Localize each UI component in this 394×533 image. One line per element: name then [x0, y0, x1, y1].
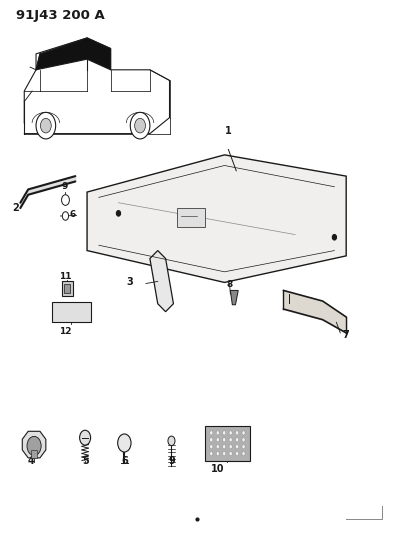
Text: 12: 12	[59, 327, 72, 336]
Circle shape	[236, 451, 239, 456]
Circle shape	[216, 431, 219, 435]
Circle shape	[61, 195, 69, 205]
Polygon shape	[230, 290, 238, 305]
Circle shape	[210, 431, 213, 435]
Circle shape	[229, 438, 232, 442]
Circle shape	[242, 431, 245, 435]
Text: 10: 10	[211, 464, 225, 474]
Text: 9: 9	[61, 182, 68, 191]
Circle shape	[62, 212, 69, 220]
Circle shape	[80, 430, 91, 445]
Circle shape	[216, 451, 219, 456]
Text: 7: 7	[342, 330, 349, 340]
Circle shape	[36, 112, 56, 139]
Bar	[61, 281, 72, 296]
Circle shape	[41, 118, 51, 133]
Circle shape	[242, 451, 245, 456]
Bar	[52, 302, 91, 322]
Circle shape	[135, 118, 145, 133]
Circle shape	[210, 445, 213, 449]
Text: 8: 8	[227, 280, 233, 289]
Text: 9: 9	[168, 456, 175, 466]
Text: 3: 3	[126, 277, 133, 287]
Circle shape	[27, 437, 41, 456]
Text: 6: 6	[121, 456, 128, 466]
Bar	[31, 450, 37, 458]
Polygon shape	[22, 431, 46, 458]
Text: 11: 11	[59, 272, 71, 281]
Bar	[177, 208, 205, 227]
Circle shape	[216, 438, 219, 442]
Text: 91J43 200 A: 91J43 200 A	[17, 9, 105, 22]
Circle shape	[118, 434, 131, 452]
Circle shape	[223, 445, 226, 449]
Circle shape	[242, 445, 245, 449]
Circle shape	[236, 438, 239, 442]
Polygon shape	[87, 155, 346, 282]
Circle shape	[236, 431, 239, 435]
Circle shape	[229, 431, 232, 435]
Polygon shape	[36, 38, 111, 70]
Circle shape	[216, 445, 219, 449]
Circle shape	[242, 438, 245, 442]
Circle shape	[223, 451, 226, 456]
Text: 1: 1	[225, 126, 232, 136]
Circle shape	[168, 436, 175, 446]
Text: 4: 4	[28, 456, 34, 466]
Circle shape	[223, 438, 226, 442]
Polygon shape	[150, 251, 173, 312]
Bar	[205, 426, 250, 461]
Circle shape	[229, 445, 232, 449]
Circle shape	[130, 112, 150, 139]
Text: 5: 5	[82, 456, 89, 466]
Circle shape	[236, 445, 239, 449]
Circle shape	[117, 211, 121, 216]
Circle shape	[229, 451, 232, 456]
Circle shape	[223, 431, 226, 435]
Bar	[64, 284, 70, 293]
Text: 2: 2	[13, 203, 19, 213]
Circle shape	[333, 235, 336, 240]
Circle shape	[210, 438, 213, 442]
Text: 6: 6	[69, 210, 76, 219]
Circle shape	[210, 451, 213, 456]
